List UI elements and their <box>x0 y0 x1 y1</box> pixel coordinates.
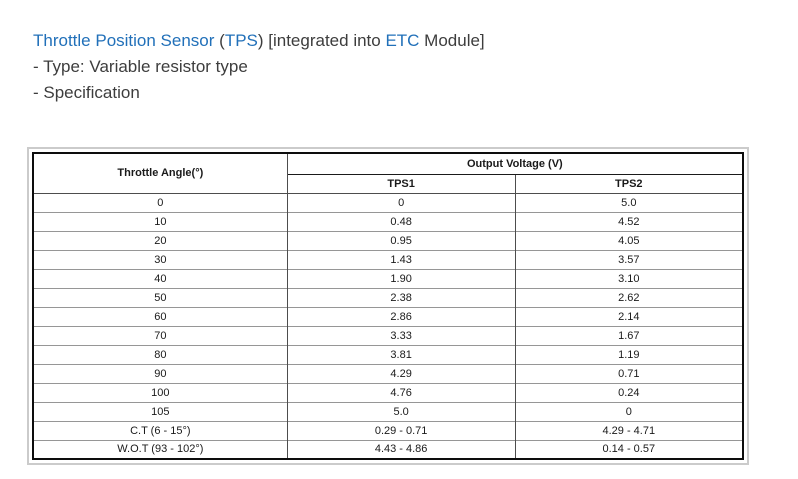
spec-table-header: Throttle Angle(°) Output Voltage (V) TPS… <box>32 153 743 193</box>
cell-voltage: 0.71 <box>514 363 743 383</box>
cell-throttle-angle: C.T (6 - 15°) <box>33 420 288 440</box>
cell-voltage: 2.62 <box>514 287 743 307</box>
cell-voltage: 0 <box>286 192 516 212</box>
cell-throttle-angle: 10 <box>33 211 288 231</box>
cell-throttle-angle: 20 <box>33 230 288 250</box>
header-output-voltage: Output Voltage (V) <box>286 153 743 175</box>
table-row: 30 1.43 3.57 <box>33 249 743 269</box>
table-row: 100 4.76 0.24 <box>33 382 743 402</box>
table-row: 10 0.48 4.52 <box>33 211 743 231</box>
cell-throttle-angle: W.O.T (93 - 102°) <box>33 439 288 459</box>
cell-voltage: 4.29 - 4.71 <box>514 420 743 440</box>
cell-throttle-angle: 30 <box>33 249 288 269</box>
title-text: Module] <box>419 31 485 50</box>
link-throttle-position-sensor[interactable]: Throttle Position Sensor <box>33 31 215 50</box>
table-row: 40 1.90 3.10 <box>33 268 743 288</box>
table-row: 50 2.38 2.62 <box>33 287 743 307</box>
cell-voltage: 0.95 <box>286 230 516 250</box>
cell-voltage: 4.76 <box>286 382 516 402</box>
header-throttle-angle: Throttle Angle(°) <box>32 153 288 193</box>
cell-throttle-angle: 105 <box>33 401 288 421</box>
cell-voltage: 4.05 <box>514 230 743 250</box>
cell-voltage: 2.86 <box>286 306 516 326</box>
cell-voltage: 5.0 <box>286 401 516 421</box>
spec-table-frame: Throttle Angle(°) Output Voltage (V) TPS… <box>27 147 749 465</box>
cell-voltage: 3.10 <box>514 268 743 288</box>
cell-voltage: 2.38 <box>286 287 516 307</box>
header-tps2: TPS2 <box>514 174 743 193</box>
cell-voltage: 5.0 <box>514 192 743 212</box>
cell-throttle-angle: 0 <box>33 192 288 212</box>
cell-voltage: 1.67 <box>514 325 743 345</box>
table-row: 60 2.86 2.14 <box>33 306 743 326</box>
link-tps[interactable]: TPS <box>224 31 258 50</box>
cell-voltage: 1.43 <box>286 249 516 269</box>
cell-voltage: 3.57 <box>514 249 743 269</box>
table-row: 105 5.0 0 <box>33 401 743 421</box>
table-row: 0 0 5.0 <box>33 192 743 212</box>
cell-voltage: 0.48 <box>286 211 516 231</box>
title-text: ( <box>214 31 225 50</box>
cell-voltage: 0.29 - 0.71 <box>286 420 516 440</box>
cell-voltage: 0 <box>514 401 743 421</box>
cell-voltage: 2.14 <box>514 306 743 326</box>
table-row: 90 4.29 0.71 <box>33 363 743 383</box>
cell-throttle-angle: 60 <box>33 306 288 326</box>
cell-voltage: 3.81 <box>286 344 516 364</box>
cell-throttle-angle: 70 <box>33 325 288 345</box>
cell-voltage: 3.33 <box>286 325 516 345</box>
spec-table-body: 0 0 5.0 10 0.48 4.52 20 0.95 4.05 30 1.43 3.57 40 1.9… <box>33 192 743 459</box>
cell-voltage: 0.24 <box>514 382 743 402</box>
cell-throttle-angle: 80 <box>33 344 288 364</box>
cell-voltage: 1.19 <box>514 344 743 364</box>
specification-line: - Specification <box>33 83 140 102</box>
link-etc[interactable]: ETC <box>385 31 420 50</box>
title-text: ) [integrated into <box>257 31 386 50</box>
header-tps1: TPS1 <box>286 174 516 193</box>
document-headings: Throttle Position Sensor (TPS) [integrat… <box>33 28 485 106</box>
table-row: W.O.T (93 - 102°) 4.43 - 4.86 0.14 - 0.57 <box>33 439 743 459</box>
cell-throttle-angle: 100 <box>33 382 288 402</box>
spec-table: Throttle Angle(°) Output Voltage (V) TPS… <box>32 152 744 460</box>
table-row: 20 0.95 4.05 <box>33 230 743 250</box>
cell-throttle-angle: 40 <box>33 268 288 288</box>
type-line: - Type: Variable resistor type <box>33 57 248 76</box>
cell-voltage: 0.14 - 0.57 <box>514 439 743 459</box>
cell-voltage: 4.29 <box>286 363 516 383</box>
table-row: 80 3.81 1.19 <box>33 344 743 364</box>
cell-voltage: 4.43 - 4.86 <box>286 439 516 459</box>
cell-throttle-angle: 90 <box>33 363 288 383</box>
page-title: Throttle Position Sensor (TPS) [integrat… <box>33 28 485 54</box>
table-row: C.T (6 - 15°) 0.29 - 0.71 4.29 - 4.71 <box>33 420 743 440</box>
cell-throttle-angle: 50 <box>33 287 288 307</box>
cell-voltage: 4.52 <box>514 211 743 231</box>
table-row: 70 3.33 1.67 <box>33 325 743 345</box>
cell-voltage: 1.90 <box>286 268 516 288</box>
